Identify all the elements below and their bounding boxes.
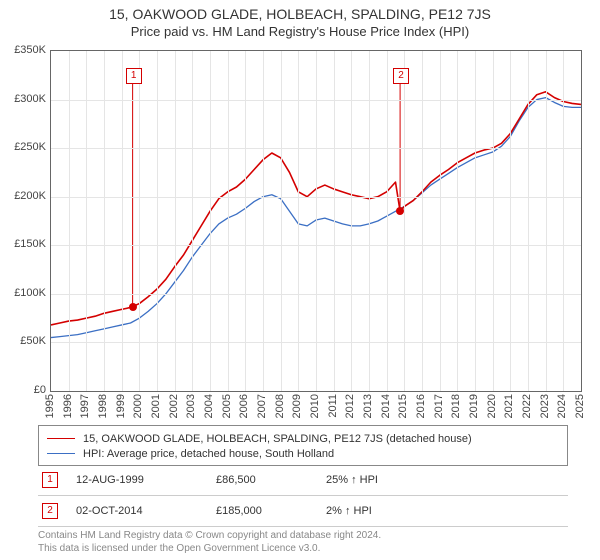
x-tick-label: 2011 [327, 394, 339, 418]
legend-label: 15, OAKWOOD GLADE, HOLBEACH, SPALDING, P… [83, 433, 472, 445]
x-tick-label: 2007 [256, 394, 268, 418]
gridline-v [440, 51, 441, 391]
gridline-v [210, 51, 211, 391]
gridline-v [546, 51, 547, 391]
x-tick-label: 2008 [274, 394, 286, 418]
sale-marker: 2 [42, 503, 58, 519]
x-tick-label: 2009 [291, 394, 303, 418]
y-tick-label: £200K [0, 190, 46, 202]
gridline-v [528, 51, 529, 391]
sale-diff: 2% ↑ HPI [326, 505, 476, 517]
y-tick-label: £250K [0, 141, 46, 153]
x-tick-label: 1998 [97, 394, 109, 418]
marker-box-1: 1 [126, 68, 142, 84]
gridline-v [86, 51, 87, 391]
sale-marker: 1 [42, 472, 58, 488]
gridline-v [175, 51, 176, 391]
sale-diff: 25% ↑ HPI [326, 474, 476, 486]
x-tick-label: 2019 [468, 394, 480, 418]
x-tick-label: 2006 [238, 394, 250, 418]
x-tick-label: 1997 [79, 394, 91, 418]
x-tick-label: 2002 [168, 394, 180, 418]
sale-price: £86,500 [216, 474, 326, 486]
y-tick-label: £150K [0, 238, 46, 250]
x-tick-label: 2024 [556, 394, 568, 418]
attribution-line-1: Contains HM Land Registry data © Crown c… [38, 530, 568, 543]
gridline-v [351, 51, 352, 391]
marker-box-2: 2 [393, 68, 409, 84]
y-tick-label: £350K [0, 44, 46, 56]
marker-dot-2 [396, 207, 404, 215]
attribution: Contains HM Land Registry data © Crown c… [38, 530, 568, 555]
gridline-v [475, 51, 476, 391]
x-tick-label: 2005 [221, 394, 233, 418]
marker-dot-1 [129, 303, 137, 311]
x-tick-label: 2003 [185, 394, 197, 418]
x-tick-label: 2000 [132, 394, 144, 418]
x-tick-label: 2013 [362, 394, 374, 418]
y-tick-label: £50K [0, 335, 46, 347]
x-tick-label: 2012 [344, 394, 356, 418]
legend-swatch [47, 438, 75, 439]
sale-date: 12-AUG-1999 [76, 474, 216, 486]
legend-item: HPI: Average price, detached house, Sout… [47, 446, 559, 461]
gridline-v [245, 51, 246, 391]
gridline-v [69, 51, 70, 391]
gridline-v [281, 51, 282, 391]
gridline-v [192, 51, 193, 391]
x-tick-label: 2016 [415, 394, 427, 418]
x-tick-label: 2025 [574, 394, 586, 418]
x-tick-label: 2021 [503, 394, 515, 418]
sale-row: 2 02-OCT-2014£185,0002% ↑ HPI [38, 496, 568, 527]
x-tick-label: 2018 [450, 394, 462, 418]
x-tick-label: 2004 [203, 394, 215, 418]
x-tick-label: 2001 [150, 394, 162, 418]
sale-row: 1 12-AUG-1999£86,50025% ↑ HPI [38, 465, 568, 496]
x-tick-label: 1999 [115, 394, 127, 418]
gridline-v [263, 51, 264, 391]
gridline-v [457, 51, 458, 391]
gridline-v [122, 51, 123, 391]
gridline-v [493, 51, 494, 391]
x-tick-label: 2022 [521, 394, 533, 418]
gridline-v [139, 51, 140, 391]
chart-container: 15, OAKWOOD GLADE, HOLBEACH, SPALDING, P… [0, 0, 600, 560]
legend-swatch [47, 453, 75, 454]
sale-price: £185,000 [216, 505, 326, 517]
gridline-v [563, 51, 564, 391]
gridline-v [316, 51, 317, 391]
chart-subtitle: Price paid vs. HM Land Registry's House … [0, 24, 600, 39]
x-tick-label: 2015 [397, 394, 409, 418]
x-tick-label: 2020 [486, 394, 498, 418]
legend: 15, OAKWOOD GLADE, HOLBEACH, SPALDING, P… [38, 425, 568, 466]
y-tick-label: £100K [0, 287, 46, 299]
plot-area: 12 [50, 50, 582, 392]
x-tick-label: 2010 [309, 394, 321, 418]
x-tick-label: 2017 [433, 394, 445, 418]
gridline-v [228, 51, 229, 391]
x-tick-label: 2023 [539, 394, 551, 418]
y-tick-label: £0 [0, 384, 46, 396]
legend-item: 15, OAKWOOD GLADE, HOLBEACH, SPALDING, P… [47, 431, 559, 446]
x-tick-label: 2014 [380, 394, 392, 418]
gridline-v [157, 51, 158, 391]
attribution-line-2: This data is licensed under the Open Gov… [38, 543, 568, 556]
gridline-v [422, 51, 423, 391]
gridline-v [334, 51, 335, 391]
sales-table: 1 12-AUG-1999£86,50025% ↑ HPI 2 02-OCT-2014… [38, 465, 568, 527]
legend-label: HPI: Average price, detached house, Sout… [83, 448, 334, 460]
gridline-v [369, 51, 370, 391]
chart-title: 15, OAKWOOD GLADE, HOLBEACH, SPALDING, P… [0, 0, 600, 22]
x-tick-label: 1995 [44, 394, 56, 418]
x-tick-label: 1996 [62, 394, 74, 418]
gridline-v [104, 51, 105, 391]
gridline-v [387, 51, 388, 391]
gridline-v [404, 51, 405, 391]
gridline-v [510, 51, 511, 391]
y-tick-label: £300K [0, 93, 46, 105]
gridline-v [298, 51, 299, 391]
sale-date: 02-OCT-2014 [76, 505, 216, 517]
